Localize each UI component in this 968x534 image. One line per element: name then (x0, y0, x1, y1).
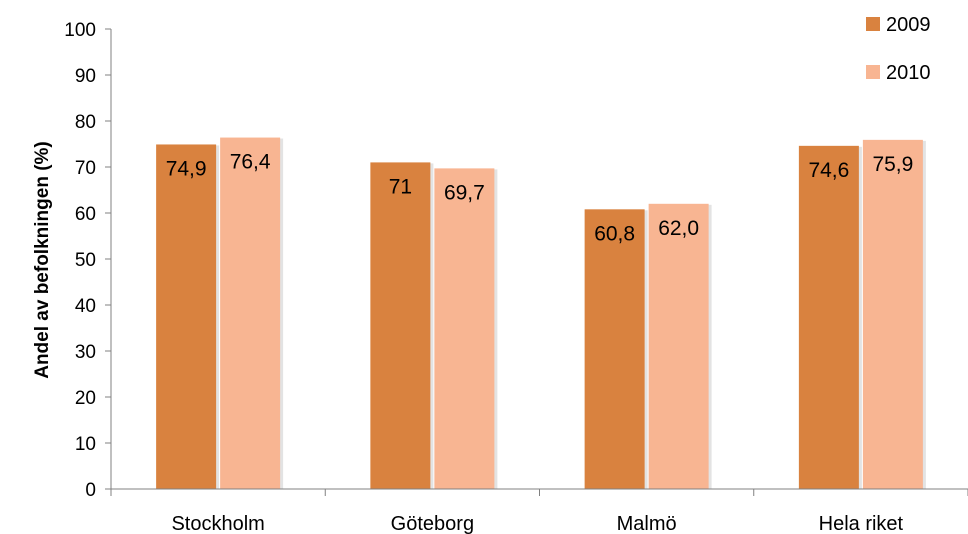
legend-swatch (866, 17, 880, 31)
bar (798, 145, 859, 489)
y-tick-label: 80 (75, 112, 96, 133)
legend-swatch (866, 65, 880, 79)
data-label: 62,0 (658, 217, 699, 240)
x-tick-label: Stockholm (171, 513, 264, 534)
data-label: 60,8 (594, 222, 635, 245)
bar (862, 139, 923, 490)
bar (220, 137, 281, 489)
y-tick-label: 100 (64, 20, 96, 41)
bar (584, 209, 645, 489)
y-tick-label: 60 (75, 204, 96, 225)
y-tick-label: 40 (75, 296, 96, 317)
data-label: 76,4 (230, 151, 271, 174)
data-label: 75,9 (872, 153, 913, 176)
y-tick-label: 0 (85, 480, 96, 501)
y-tick-label: 20 (75, 388, 96, 409)
bar (156, 144, 217, 489)
data-label: 74,9 (166, 157, 207, 180)
bars: 74,9 71 60,8 74,6 76,4 69,7 62,0 75,9 (156, 137, 926, 490)
data-label: 71 (389, 175, 412, 198)
x-tick-label: Göteborg (391, 513, 474, 534)
bar (370, 162, 431, 489)
x-tick-label: Malmö (617, 513, 677, 534)
bar (434, 168, 495, 489)
y-axis-title: Andel av befolkningen (%) (32, 141, 53, 379)
x-axis: Stockholm Göteborg Malmö Hela riket (110, 488, 968, 534)
y-tick-label: 10 (75, 434, 96, 455)
y-axis: 0 10 20 30 40 50 60 70 80 90 100 (64, 20, 112, 501)
y-tick-label: 70 (75, 158, 96, 179)
data-label: 69,7 (444, 181, 485, 204)
y-tick-label: 90 (75, 66, 96, 87)
legend: 2009 2010 (866, 14, 931, 84)
legend-label: 2010 (886, 62, 931, 84)
bar (648, 203, 709, 490)
y-tick-label: 30 (75, 342, 96, 363)
x-tick-label: Hela riket (819, 513, 904, 534)
legend-label: 2009 (886, 14, 931, 36)
y-tick-label: 50 (75, 250, 96, 271)
data-label: 74,6 (808, 159, 849, 182)
